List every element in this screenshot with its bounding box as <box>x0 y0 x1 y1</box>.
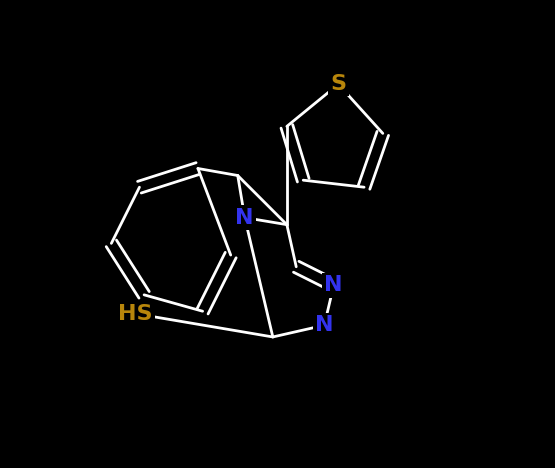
Text: N: N <box>325 276 343 295</box>
Text: S: S <box>330 74 346 94</box>
Text: N: N <box>315 315 334 335</box>
Text: HS: HS <box>118 304 152 323</box>
Text: N: N <box>235 208 254 227</box>
